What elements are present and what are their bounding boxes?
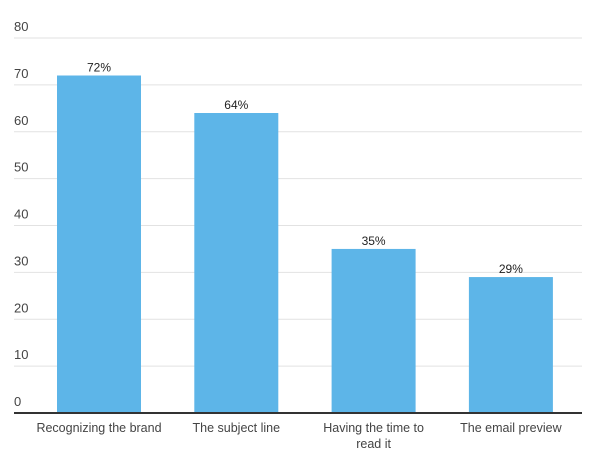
bar <box>468 277 553 413</box>
data-label: 72% <box>87 61 111 75</box>
x-tick-label: The email preview <box>460 421 562 435</box>
bar <box>194 113 279 413</box>
bar <box>331 248 416 413</box>
y-tick-label: 10 <box>14 347 28 362</box>
y-tick-label: 20 <box>14 300 28 315</box>
x-tick-label: Having the time to <box>323 421 424 435</box>
y-tick-label: 30 <box>14 253 28 268</box>
x-tick-label: Recognizing the brand <box>36 421 161 435</box>
bar <box>57 75 141 413</box>
y-tick-label: 80 <box>14 19 28 34</box>
y-tick-label: 40 <box>14 207 28 222</box>
y-tick-label: 0 <box>14 394 21 409</box>
y-tick-label: 70 <box>14 66 28 81</box>
data-label: 64% <box>224 98 248 112</box>
y-tick-label: 60 <box>14 113 28 128</box>
x-tick-label: The subject line <box>193 421 281 435</box>
data-label: 35% <box>362 234 386 248</box>
y-tick-label: 50 <box>14 160 28 175</box>
x-tick-label: read it <box>356 437 391 451</box>
data-label: 29% <box>499 262 523 276</box>
